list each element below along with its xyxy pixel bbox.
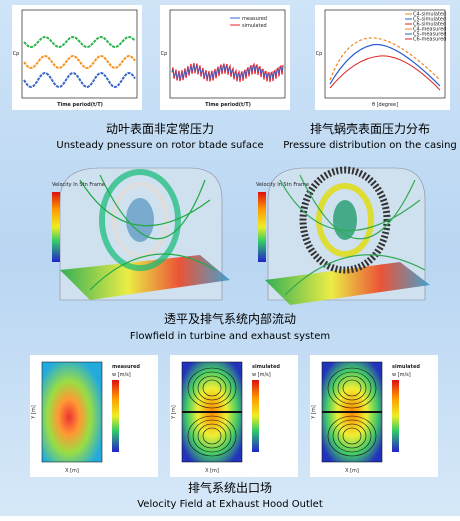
y-label: Y [m] bbox=[31, 405, 37, 419]
legend-label: C5-simulated bbox=[413, 17, 446, 23]
colorbar bbox=[112, 380, 119, 452]
vortex bbox=[332, 419, 372, 453]
flowfield-render-1: Velocity In Stn Frame bbox=[52, 167, 230, 301]
y-label: Cp bbox=[13, 51, 20, 57]
caption-en: Unsteady pnessure on rotor btade suface bbox=[56, 140, 263, 151]
contour-panel: simulated w [m/s] X [m] Y [m] bbox=[170, 355, 298, 477]
legend-label: measured bbox=[242, 16, 267, 22]
panel-title: measured bbox=[112, 364, 140, 370]
vortex bbox=[337, 375, 367, 401]
vortex bbox=[192, 371, 232, 405]
legend-title: Velocity In Stn Frame bbox=[256, 182, 309, 188]
x-label: X [m] bbox=[205, 468, 219, 474]
caption-en: Pressure distribution on the casing bbox=[283, 140, 457, 151]
vortex bbox=[327, 367, 377, 409]
legend-label: C4-simulated bbox=[413, 12, 446, 18]
vortex bbox=[197, 375, 227, 401]
vortex bbox=[342, 379, 362, 397]
flowfield-render-2: Velocity In Stn Frame bbox=[256, 166, 430, 305]
legend-label: C5-measured bbox=[413, 32, 446, 38]
legend-label: simulated bbox=[242, 23, 267, 29]
x-label: θ [degree] bbox=[372, 102, 398, 108]
vortex bbox=[187, 415, 237, 457]
plot-unsteady-2: measured simulated Time period(t/T) Cp bbox=[160, 5, 290, 110]
x-label: Time period(t/T) bbox=[205, 102, 251, 108]
legend-label: C6-simulated bbox=[413, 22, 446, 28]
legend-label: C6-measured bbox=[413, 37, 446, 43]
x-label: X [m] bbox=[65, 468, 79, 474]
vortex bbox=[332, 371, 372, 405]
contour-panel: simulated w [m/s] X [m] Y [m] bbox=[310, 355, 438, 477]
caption-en: Flowfield in turbine and exhaust system bbox=[130, 331, 330, 342]
unit-label: w [m/s] bbox=[392, 372, 411, 378]
y-label: Y [m] bbox=[311, 405, 317, 419]
caption-cn: 排气蜗壳表面压力分布 bbox=[310, 121, 430, 136]
unit-label: w [m/s] bbox=[112, 372, 131, 378]
vortex bbox=[337, 423, 367, 449]
y-label: Y [m] bbox=[171, 405, 177, 419]
caption-en: Velocity Field at Exhaust Hood Outlet bbox=[137, 499, 323, 510]
vortex bbox=[197, 423, 227, 449]
colorbar bbox=[392, 380, 399, 452]
contour-panel: measured w [m/s] X [m] Y [m] bbox=[30, 355, 158, 477]
caption-cn: 动叶表面非定常压力 bbox=[106, 121, 214, 136]
vortex bbox=[202, 427, 222, 445]
vortex bbox=[327, 415, 377, 457]
plot-unsteady-1: Time period(t/T) Cp bbox=[12, 5, 142, 110]
caption-cn: 排气系统出口场 bbox=[188, 480, 272, 495]
colorbar bbox=[252, 380, 259, 452]
y-label: Cp bbox=[161, 51, 168, 57]
x-label: X [m] bbox=[345, 468, 359, 474]
y-label: Cp bbox=[316, 51, 323, 57]
vortex bbox=[192, 419, 232, 453]
vortex bbox=[187, 367, 237, 409]
contour bbox=[41, 361, 103, 463]
panel-title: simulated bbox=[392, 364, 420, 370]
vortex bbox=[202, 379, 222, 397]
unit-label: w [m/s] bbox=[252, 372, 271, 378]
caption-cn: 透平及排气系统内部流动 bbox=[164, 311, 296, 326]
x-label: Time period(t/T) bbox=[57, 102, 103, 108]
legend-title: Velocity In Stn Frame bbox=[52, 182, 105, 188]
legend-label: C4-measured bbox=[413, 27, 446, 33]
vortex bbox=[342, 427, 362, 445]
panel-title: simulated bbox=[252, 364, 280, 370]
plot-casing: C4-simulatedC5-simulatedC6-simulatedC4-m… bbox=[315, 5, 450, 110]
